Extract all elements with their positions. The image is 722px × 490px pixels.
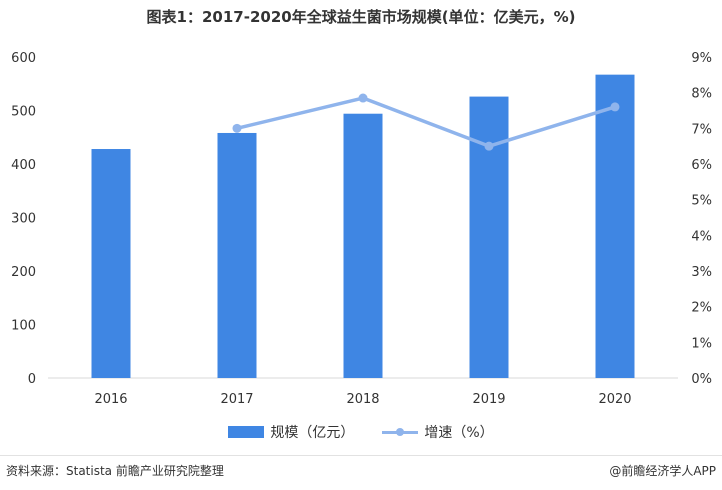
legend-item-line: 增速（%） — [382, 422, 494, 442]
y2-tick-label: 2% — [691, 301, 712, 316]
chart-title: 图表1：2017-2020年全球益生菌市场规模(单位：亿美元，%) — [146, 8, 576, 26]
growth-point — [358, 93, 368, 103]
legend-item-bar: 规模（亿元） — [228, 422, 354, 442]
x-tick-label: 2018 — [346, 392, 379, 407]
brand-text: @前瞻经济学人APP — [609, 464, 716, 478]
y-tick-label: 500 — [11, 105, 36, 120]
legend-line-swatch — [382, 426, 419, 438]
y2-tick-label: 9% — [691, 51, 712, 66]
source-note: 资料来源：Statista 前瞻产业研究院整理 — [6, 464, 224, 478]
bar — [469, 96, 509, 378]
y-tick-label: 400 — [11, 158, 36, 173]
y2-tick-label: 8% — [691, 87, 712, 102]
growth-line — [236, 96, 616, 148]
footer-divider — [0, 455, 722, 456]
y-tick-label: 0 — [28, 372, 36, 387]
bar — [343, 113, 383, 379]
y2-tick-label: 1% — [691, 336, 712, 351]
growth-point — [232, 123, 242, 133]
y2-tick-label: 0% — [691, 372, 712, 387]
bar — [91, 149, 131, 378]
brand-credit: @前瞻经济学人APP — [609, 462, 716, 479]
y2-tick-label: 5% — [691, 194, 712, 209]
y-tick-label: 200 — [11, 265, 36, 280]
x-tick-label: 2016 — [94, 392, 127, 407]
y2-tick-label: 4% — [691, 229, 712, 244]
y-tick-label: 100 — [11, 319, 36, 334]
legend-bar-swatch — [228, 426, 265, 438]
y2-tick-label: 6% — [691, 158, 712, 173]
chart-legend: 规模（亿元） 增速（%） — [0, 422, 722, 442]
x-tick-label: 2017 — [220, 392, 253, 407]
y-tick-label: 600 — [11, 51, 36, 66]
combo-chart: 0 100 200 300 400 500 600 0% 1% 2% 3% 4% 5% 6% 7% 8% 9% 2… — [11, 51, 712, 407]
legend-bar-label: 规模（亿元） — [270, 425, 355, 441]
y2-tick-label: 3% — [691, 265, 712, 280]
x-tick-label: 2019 — [472, 392, 505, 407]
growth-point — [610, 102, 620, 112]
y-tick-label: 300 — [11, 212, 36, 227]
y2-tick-label: 7% — [691, 122, 712, 137]
legend-line-label: 增速（%） — [424, 425, 494, 441]
bar — [595, 74, 635, 378]
bar — [217, 132, 257, 378]
growth-point — [484, 141, 494, 151]
x-tick-label: 2020 — [598, 392, 631, 407]
